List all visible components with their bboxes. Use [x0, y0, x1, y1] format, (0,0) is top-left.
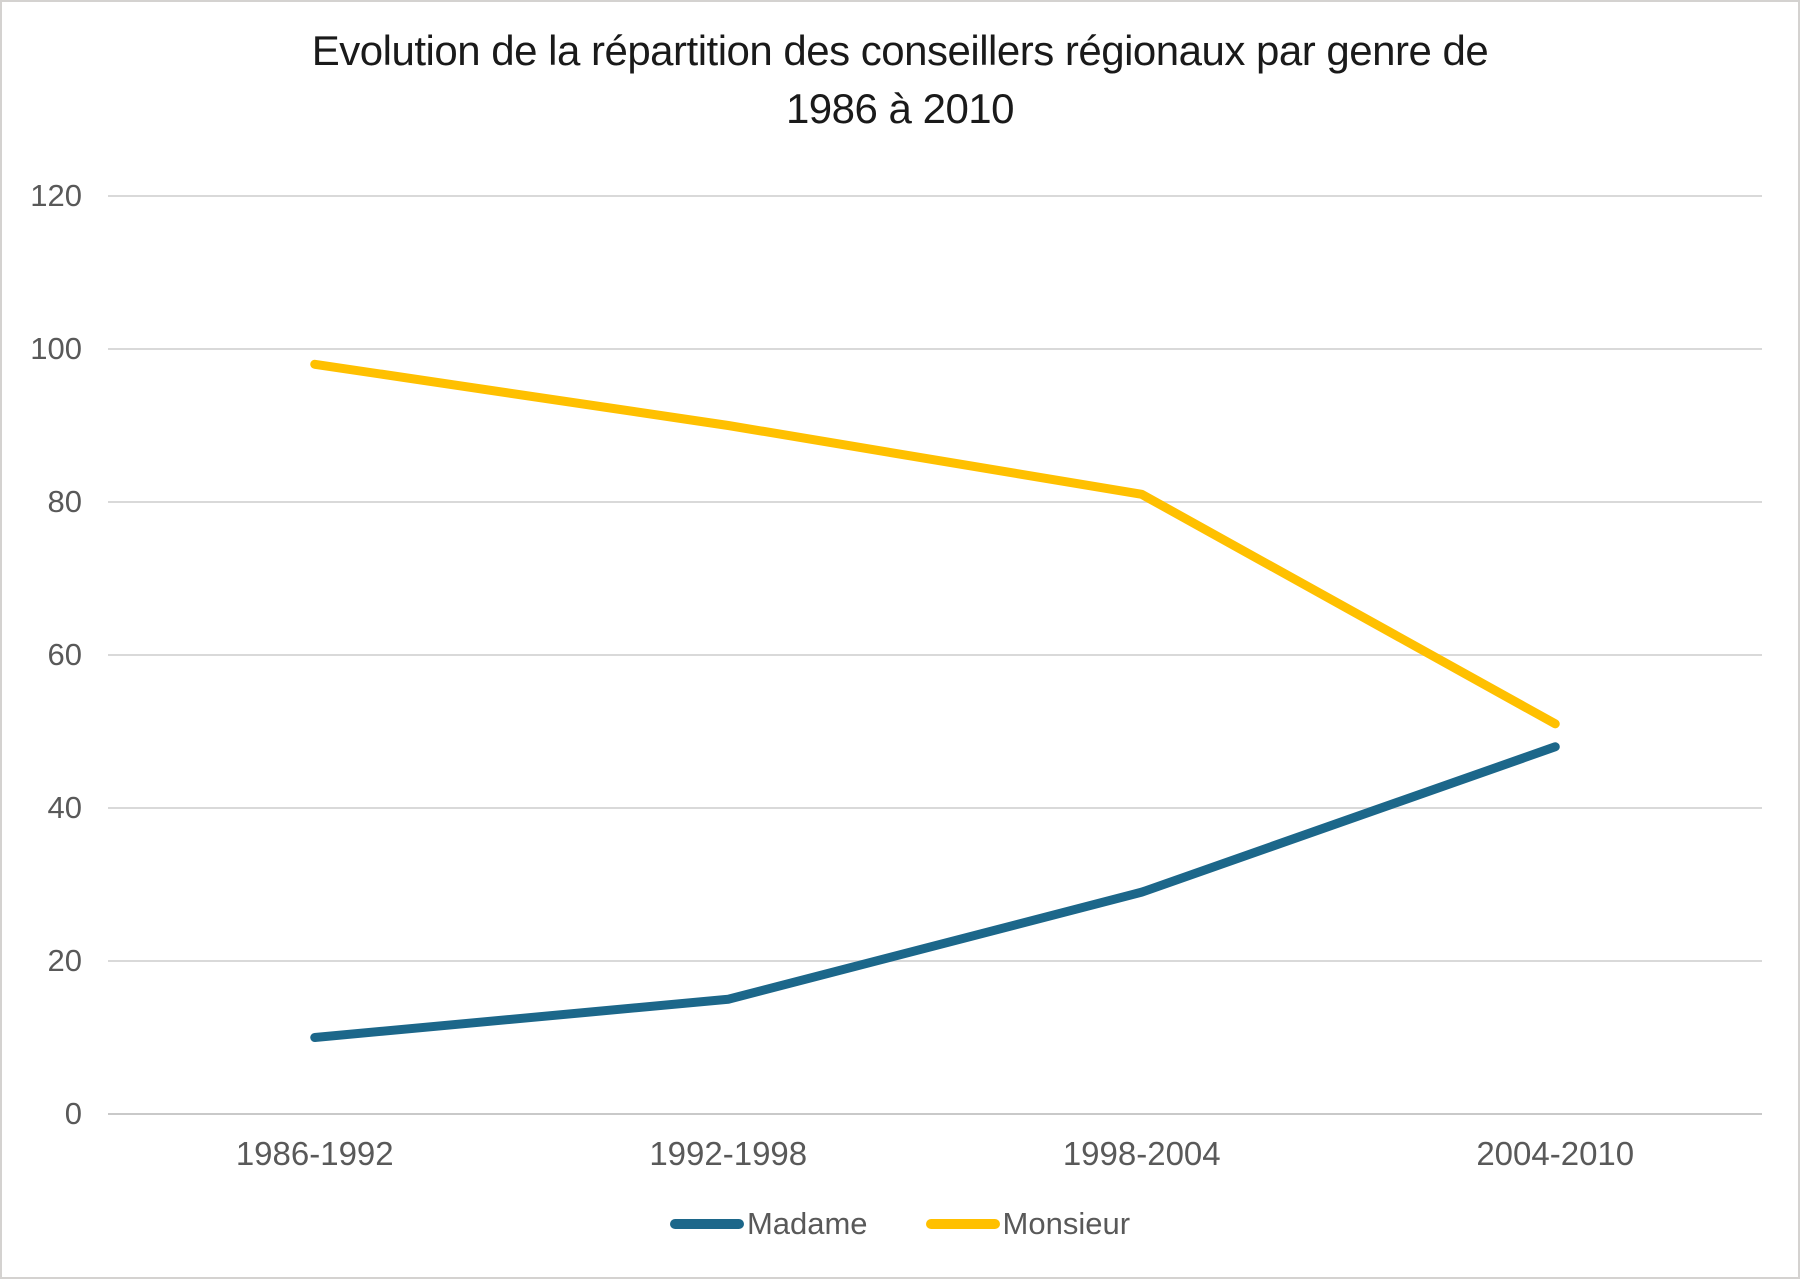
- legend-label-madame: Madame: [746, 1206, 868, 1241]
- legend-item-madame: Madame: [669, 1206, 868, 1242]
- x-axis-category-label: 1998-2004: [1062, 1135, 1221, 1172]
- chart-title-line-1: Evolution de la répartition des conseill…: [311, 27, 1489, 74]
- x-axis-category-label: 1986-1992: [235, 1135, 394, 1172]
- chart-title: Evolution de la répartition des conseill…: [2, 22, 1798, 138]
- y-axis-tick-label: 40: [47, 790, 82, 825]
- y-axis-tick-label: 120: [30, 178, 82, 213]
- y-axis-tick-label: 80: [47, 484, 82, 519]
- y-axis-tick-label: 100: [30, 331, 82, 366]
- legend-label-monsieur: Monsieur: [1002, 1206, 1131, 1241]
- series-line-madame: [310, 742, 1560, 1042]
- series-line-monsieur: [310, 359, 1560, 729]
- legend-swatch-monsieur: [925, 1219, 1000, 1229]
- legend-item-monsieur: Monsieur: [925, 1206, 1131, 1242]
- y-axis-tick-label: 0: [64, 1096, 82, 1131]
- y-axis-tick-label: 60: [47, 637, 82, 672]
- chart-title-line-2: 1986 à 2010: [785, 85, 1015, 132]
- y-axis-tick-label: 20: [47, 943, 82, 978]
- legend: Madame Monsieur: [2, 1206, 1798, 1242]
- x-axis-category-label: 2004-2010: [1476, 1135, 1635, 1172]
- legend-swatch-madame: [669, 1219, 744, 1229]
- x-axis-category-label: 1992-1998: [649, 1135, 808, 1172]
